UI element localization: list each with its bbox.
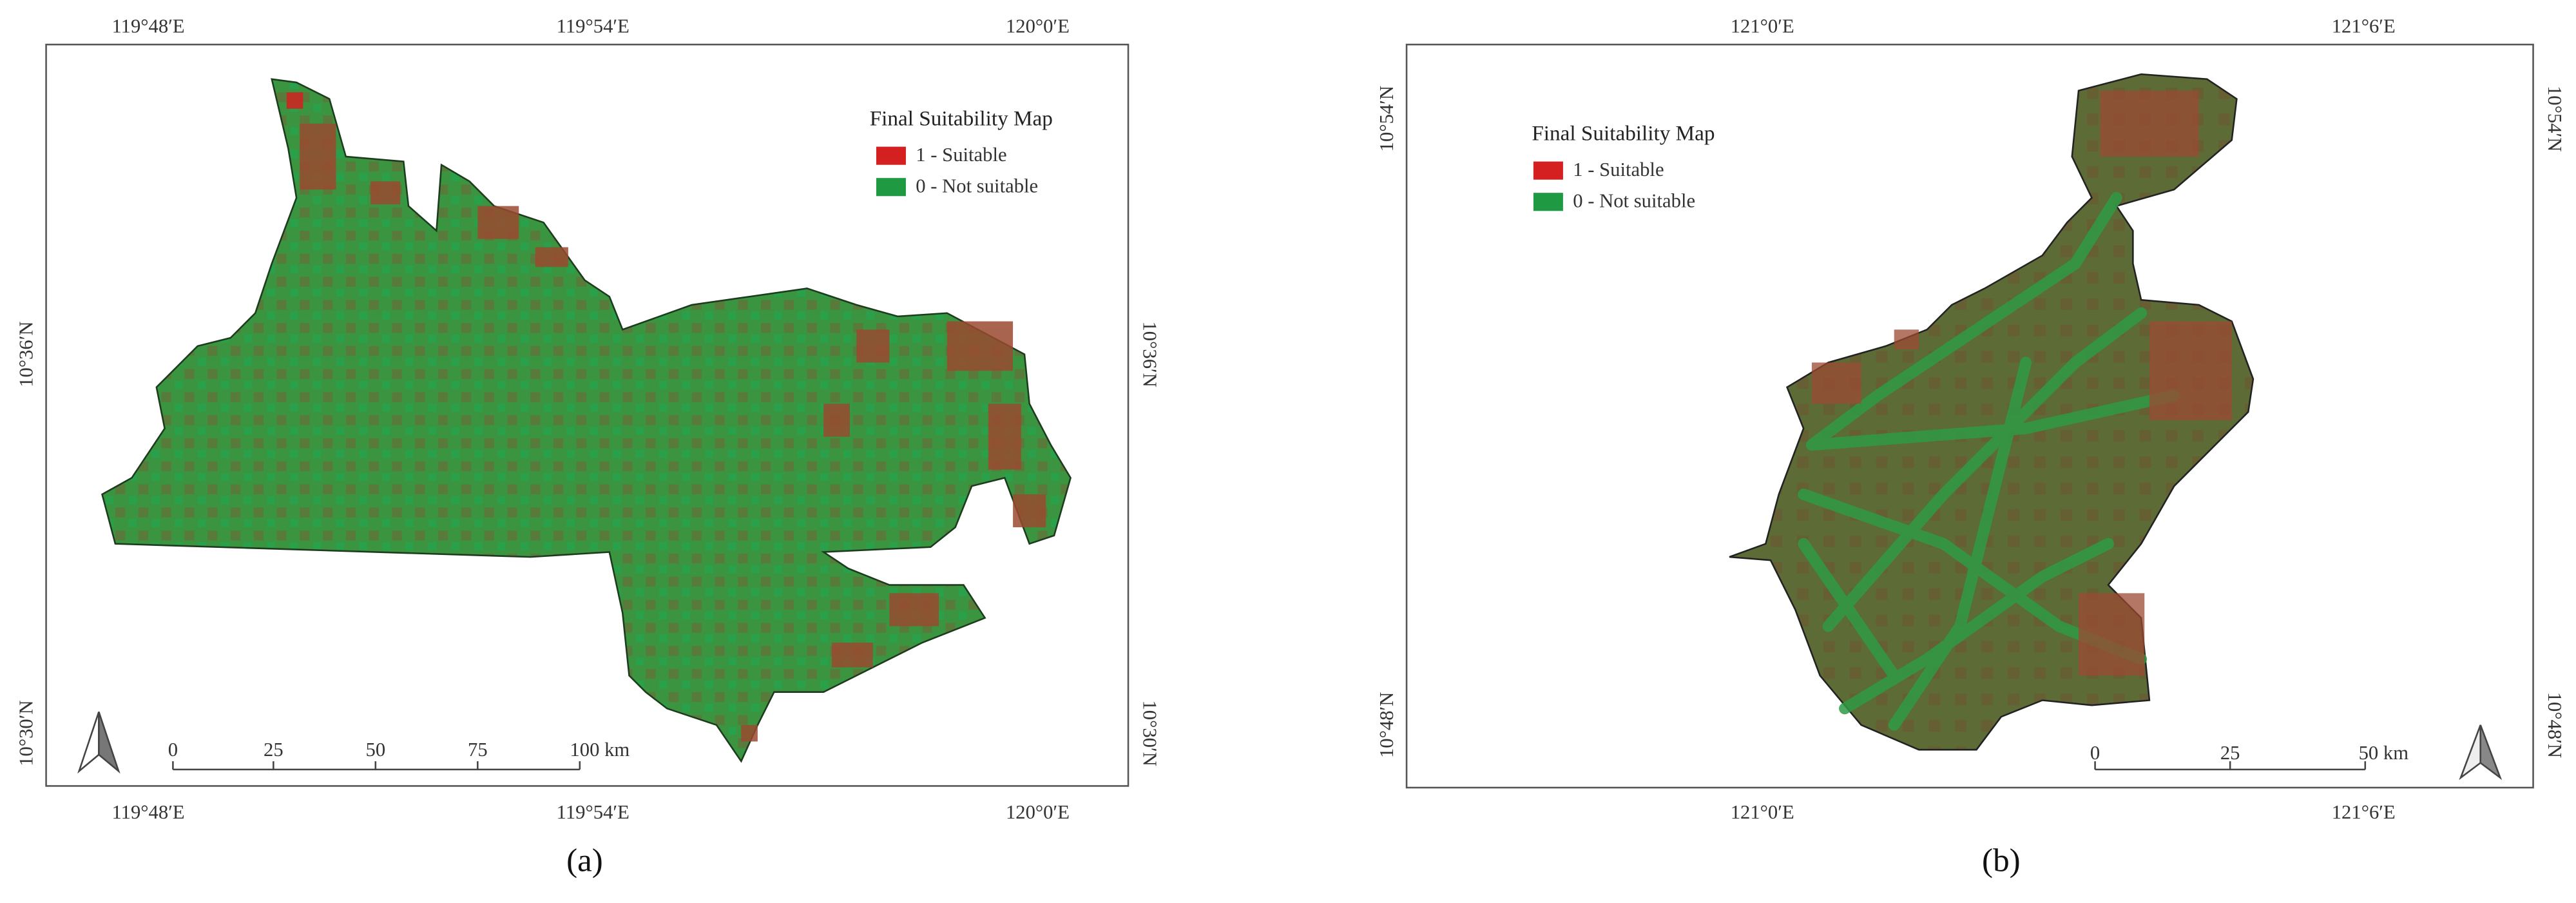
north-arrow [2459, 724, 2503, 781]
lon-label: 119°48′E [111, 801, 184, 823]
legend-swatch [876, 178, 906, 197]
lat-label: 10°30′N [15, 700, 37, 766]
lon-label: 120°0′E [1006, 801, 1070, 823]
lat-label: 10°48′N [2544, 692, 2566, 758]
legend-item: 1 - Suitable [916, 144, 1006, 166]
lat-label: 10°36′N [1139, 321, 1161, 387]
legend-item: 1 - Suitable [1573, 159, 1664, 180]
lon-label: 121°6′E [2332, 801, 2396, 823]
lat-label: 10°30′N [1139, 700, 1161, 766]
lon-label: 119°48′E [111, 15, 184, 37]
legend-swatch [1533, 161, 1563, 180]
scale-label: 25 [264, 739, 284, 761]
scale-label: 0 [2090, 742, 2100, 764]
scale-bar [172, 761, 581, 771]
scale-label: 25 [2220, 742, 2240, 764]
legend-item: 0 - Not suitable [916, 175, 1038, 197]
suitable-patches [1811, 90, 2232, 676]
scale-label: 0 [168, 739, 178, 761]
legend-title: Final Suitability Map [1532, 121, 1715, 145]
panel-b: Final Suitability Map 1 - Suitable 0 - N… [1376, 15, 2566, 879]
north-arrow [77, 711, 120, 774]
lon-label: 119°54′E [557, 15, 630, 37]
panel-a: Final Suitability Map 1 - Suitable 0 - N… [15, 15, 1160, 879]
legend-swatch [1533, 193, 1563, 211]
scale-label: 50 km [2359, 742, 2409, 764]
legend-swatch [876, 146, 906, 165]
lon-label: 119°54′E [557, 801, 630, 823]
lon-label: 121°6′E [2332, 15, 2396, 37]
suitable-patches [286, 92, 1046, 742]
panel-label: (b) [1982, 842, 2021, 879]
scale-label: 75 [468, 739, 488, 761]
legend-item: 0 - Not suitable [1573, 190, 1695, 212]
lat-label: 10°36′N [15, 321, 37, 387]
legend-title: Final Suitability Map [870, 106, 1053, 130]
scale-label: 100 km [570, 739, 630, 761]
lat-label: 10°54′N [1376, 86, 1398, 151]
lat-label: 10°48′N [1376, 692, 1398, 758]
corridors [1798, 191, 2180, 731]
lon-label: 120°0′E [1006, 15, 1070, 37]
panel-label: (a) [566, 842, 603, 879]
map-frame [1405, 43, 2534, 789]
map-frame [45, 43, 1129, 787]
lon-label: 121°0′E [1731, 15, 1794, 37]
lon-label: 121°0′E [1731, 801, 1794, 823]
scale-bar [2094, 761, 2367, 771]
scale-label: 50 [366, 739, 386, 761]
lat-label: 10°54′N [2544, 86, 2566, 151]
